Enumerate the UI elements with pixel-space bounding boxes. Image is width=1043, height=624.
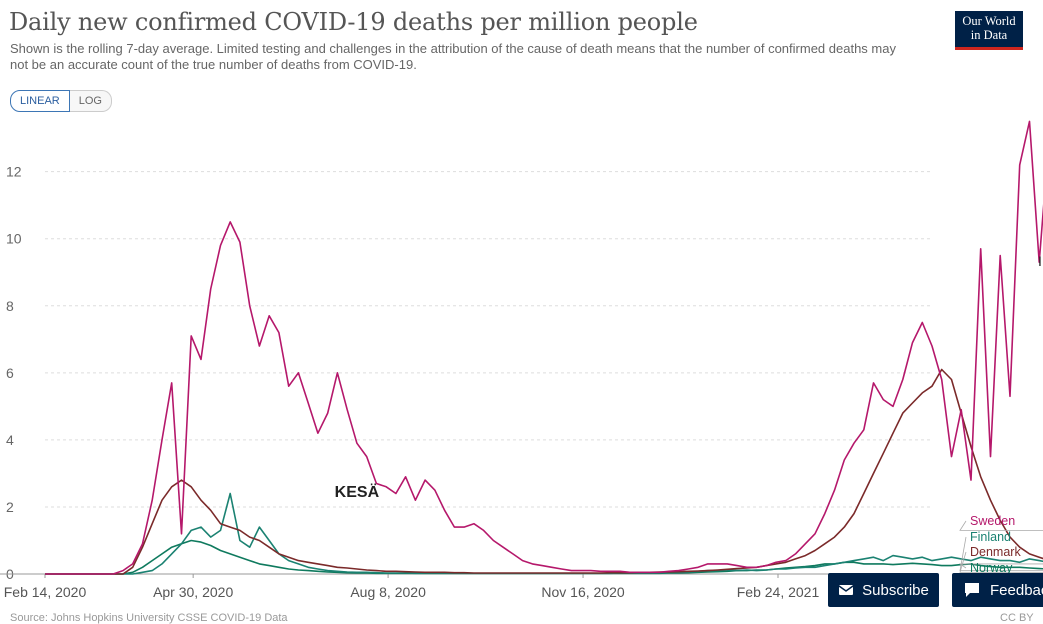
legend-label-finland: Finland <box>970 530 1011 544</box>
log-scale-button[interactable]: LOG <box>69 90 112 112</box>
annotation-kesa: KESÄ <box>335 483 380 501</box>
text-cursor-icon: I <box>1038 253 1042 269</box>
legend-connector <box>959 520 1043 531</box>
envelope-icon <box>838 585 854 595</box>
scale-toggle: LINEAR LOG <box>10 90 112 112</box>
legend-connector <box>959 536 1043 572</box>
logo-line-2: in Data <box>970 28 1008 42</box>
legend-label-norway: Norway <box>970 561 1013 575</box>
source-note: Source: Johns Hopkins University CSSE CO… <box>10 612 288 624</box>
y-tick-label: 8 <box>6 298 14 314</box>
linear-scale-button[interactable]: LINEAR <box>10 90 70 112</box>
x-tick-label: Nov 16, 2020 <box>541 584 624 600</box>
y-tick-label: 4 <box>6 432 14 448</box>
y-tick-label: 6 <box>6 365 14 381</box>
y-tick-label: 12 <box>6 164 22 180</box>
legend-connector <box>958 563 1043 569</box>
license-link[interactable]: CC BY <box>1000 612 1034 624</box>
legend-label-sweden: Sweden <box>970 514 1015 528</box>
x-tick-label: Feb 24, 2021 <box>737 584 820 600</box>
comment-icon <box>965 583 979 597</box>
logo-line-1: Our World <box>962 14 1016 28</box>
subscribe-button[interactable]: Subscribe <box>828 573 939 607</box>
series-line-sweden <box>45 120 1043 575</box>
x-tick-label: Apr 30, 2020 <box>153 584 233 600</box>
owid-logo[interactable]: Our World in Data <box>955 11 1023 50</box>
legend-connector <box>959 551 1043 573</box>
feedback-button[interactable]: Feedbac <box>952 573 1043 607</box>
x-tick-label: Feb 14, 2020 <box>4 584 87 600</box>
legend-label-denmark: Denmark <box>970 545 1021 559</box>
subscribe-label: Subscribe <box>862 581 929 599</box>
chart-subtitle: Shown is the rolling 7-day average. Limi… <box>10 41 896 72</box>
series-line-norway <box>45 539 1043 575</box>
feedback-label: Feedbac <box>990 581 1043 599</box>
series-line-denmark <box>45 368 1043 575</box>
y-tick-label: 10 <box>6 231 22 247</box>
x-tick-label: Aug 8, 2020 <box>350 584 426 600</box>
y-tick-label: 2 <box>6 499 14 515</box>
series-line-finland <box>45 492 1043 575</box>
chart-title: Daily new confirmed COVID-19 deaths per … <box>9 8 698 36</box>
